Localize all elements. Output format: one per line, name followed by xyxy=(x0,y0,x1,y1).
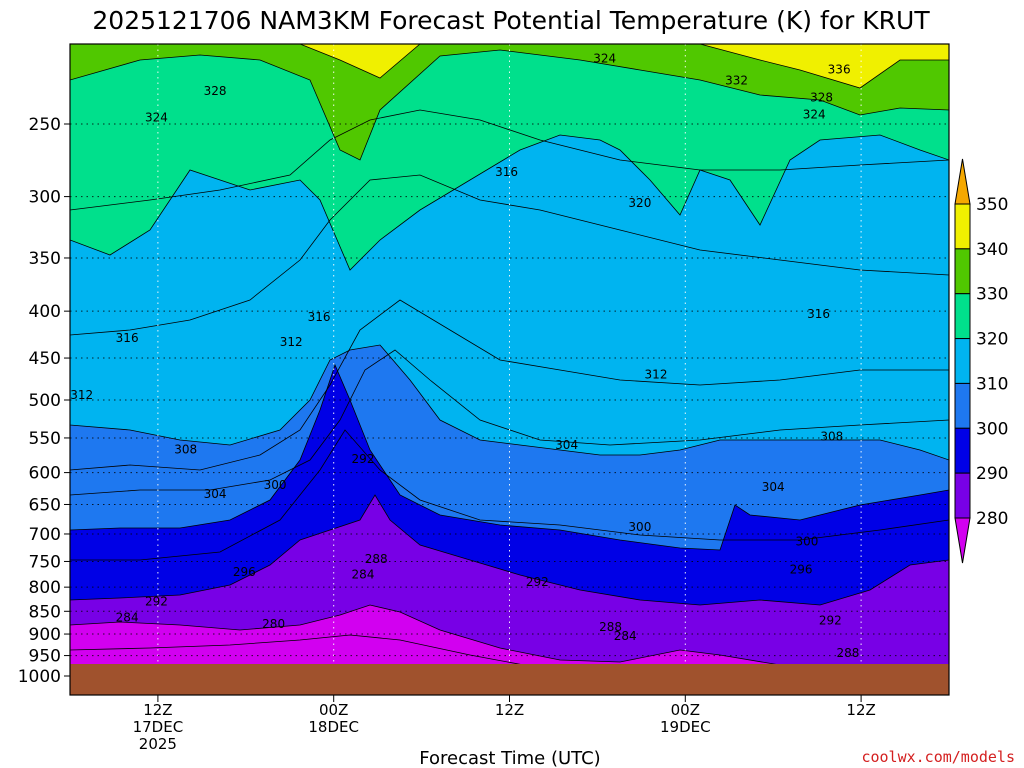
chart-title: 2025121706 NAM3KM Forecast Potential Tem… xyxy=(92,6,930,35)
theta-contour-line xyxy=(70,299,949,471)
contour-label: 284 xyxy=(614,629,637,643)
contour-label: 292 xyxy=(526,575,549,589)
contour-label: 324 xyxy=(593,51,616,65)
theta-band-warm xyxy=(70,44,949,271)
y-tick-label: 850 xyxy=(29,602,61,622)
contour-label: 300 xyxy=(628,520,651,534)
contour-label: 316 xyxy=(807,307,830,321)
colorbar-label: 340 xyxy=(976,240,1008,260)
contour-label: 288 xyxy=(599,620,622,634)
y-tick-label: 950 xyxy=(29,647,61,667)
x-tick-label: 12Z xyxy=(846,701,875,719)
colorbar-label: 320 xyxy=(976,330,1008,350)
x-axis-label: Forecast Time (UTC) xyxy=(419,748,600,768)
contour-label: 292 xyxy=(819,614,842,628)
y-tick-label: 450 xyxy=(29,349,61,369)
colorbar-bottom-triangle xyxy=(954,517,971,564)
theta-band-warm xyxy=(70,44,949,161)
contour-label: 312 xyxy=(70,388,93,402)
contour-label: 308 xyxy=(174,442,197,456)
colorbar-label: 350 xyxy=(976,195,1008,215)
theta-contour-line xyxy=(70,429,949,561)
y-tick-label: 550 xyxy=(29,429,61,449)
contour-label: 304 xyxy=(762,480,785,494)
contour-label: 296 xyxy=(233,565,256,579)
colorbar-segment xyxy=(954,427,971,474)
vertical-gridlines xyxy=(157,44,862,695)
contour-label: 304 xyxy=(555,438,578,452)
colorbar-segment xyxy=(954,293,971,340)
contour-label: 332 xyxy=(725,73,748,87)
y-tick-label: 400 xyxy=(29,302,61,322)
colorbar-segment xyxy=(954,338,971,384)
y-tick-label: 1000 xyxy=(18,667,61,687)
x-tick-date: 18DEC xyxy=(308,718,359,736)
contour-label: 296 xyxy=(790,562,813,576)
horizontal-gridlines xyxy=(70,123,949,677)
colorbar-label: 300 xyxy=(976,419,1008,439)
contour-label: 292 xyxy=(145,594,168,608)
contour-label: 312 xyxy=(280,335,303,349)
contour-label: 284 xyxy=(352,568,375,582)
colorbar-segment xyxy=(954,203,971,250)
contour-label: 316 xyxy=(308,310,331,324)
contour-label: 312 xyxy=(645,368,668,382)
y-tick-label: 250 xyxy=(29,115,61,135)
colorbar-top-triangle xyxy=(954,158,971,205)
x-tick-label: 00Z xyxy=(671,701,700,719)
colorbar: 350 340 330 320 310 300 290 280 xyxy=(954,158,1008,564)
x-tick-label: 00Z xyxy=(319,701,348,719)
x-tick-date: 17DEC xyxy=(133,718,184,736)
contour-label: 300 xyxy=(264,478,287,492)
theta-contour-line xyxy=(70,349,949,496)
colorbar-label: 280 xyxy=(976,509,1008,529)
contour-label: 280 xyxy=(262,617,285,631)
colorbar-segment xyxy=(954,248,971,295)
theta-contour-line xyxy=(70,174,949,336)
colorbar-label: 310 xyxy=(976,374,1008,394)
contour-label: 324 xyxy=(145,111,168,125)
colorbar-label: 290 xyxy=(976,464,1008,484)
colorbar-segment xyxy=(954,472,971,519)
contour-label: 300 xyxy=(795,534,818,548)
contour-label: 288 xyxy=(365,552,388,566)
contour-label: 292 xyxy=(352,452,375,466)
y-tick-label: 750 xyxy=(29,552,61,572)
y-axis: 250 300 350 400 450 500 550 600 650 700 750 800 850 9… xyxy=(18,115,70,687)
credit-text: coolwx.com/models xyxy=(861,748,1015,766)
contour-label: 288 xyxy=(836,646,859,660)
y-tick-label: 650 xyxy=(29,495,61,515)
contour-label: 284 xyxy=(116,610,139,624)
plot-area: 324 336 332 328 328 324 324 316 320 316 316 316 312 3… xyxy=(70,44,949,695)
contour-label: 336 xyxy=(828,62,851,76)
y-tick-label: 500 xyxy=(29,391,61,411)
colorbar-segment xyxy=(954,382,971,429)
x-tick-label: 12Z xyxy=(143,701,172,719)
y-tick-label: 800 xyxy=(29,578,61,598)
contour-labels: 324 336 332 328 328 324 324 316 320 316 316 316 312 3… xyxy=(70,51,859,660)
contour-label: 316 xyxy=(116,331,139,345)
y-tick-label: 700 xyxy=(29,525,61,545)
terrain-band xyxy=(70,664,949,695)
contour-label: 304 xyxy=(204,487,227,501)
y-tick-label: 600 xyxy=(29,464,61,484)
colorbar-label: 330 xyxy=(976,285,1008,305)
y-tick-label: 300 xyxy=(29,188,61,208)
x-tick-label: 12Z xyxy=(495,701,524,719)
x-tick-year: 2025 xyxy=(139,735,177,753)
x-tick-date: 19DEC xyxy=(660,718,711,736)
theta-contour-line xyxy=(70,109,949,211)
contour-label: 324 xyxy=(803,107,826,121)
contour-label: 328 xyxy=(810,91,833,105)
contour-label: 308 xyxy=(820,430,843,444)
contour-label: 320 xyxy=(628,196,651,210)
contour-label: 328 xyxy=(204,84,227,98)
y-tick-label: 350 xyxy=(29,249,61,269)
y-tick-label: 900 xyxy=(29,625,61,645)
contour-label: 316 xyxy=(495,165,518,179)
